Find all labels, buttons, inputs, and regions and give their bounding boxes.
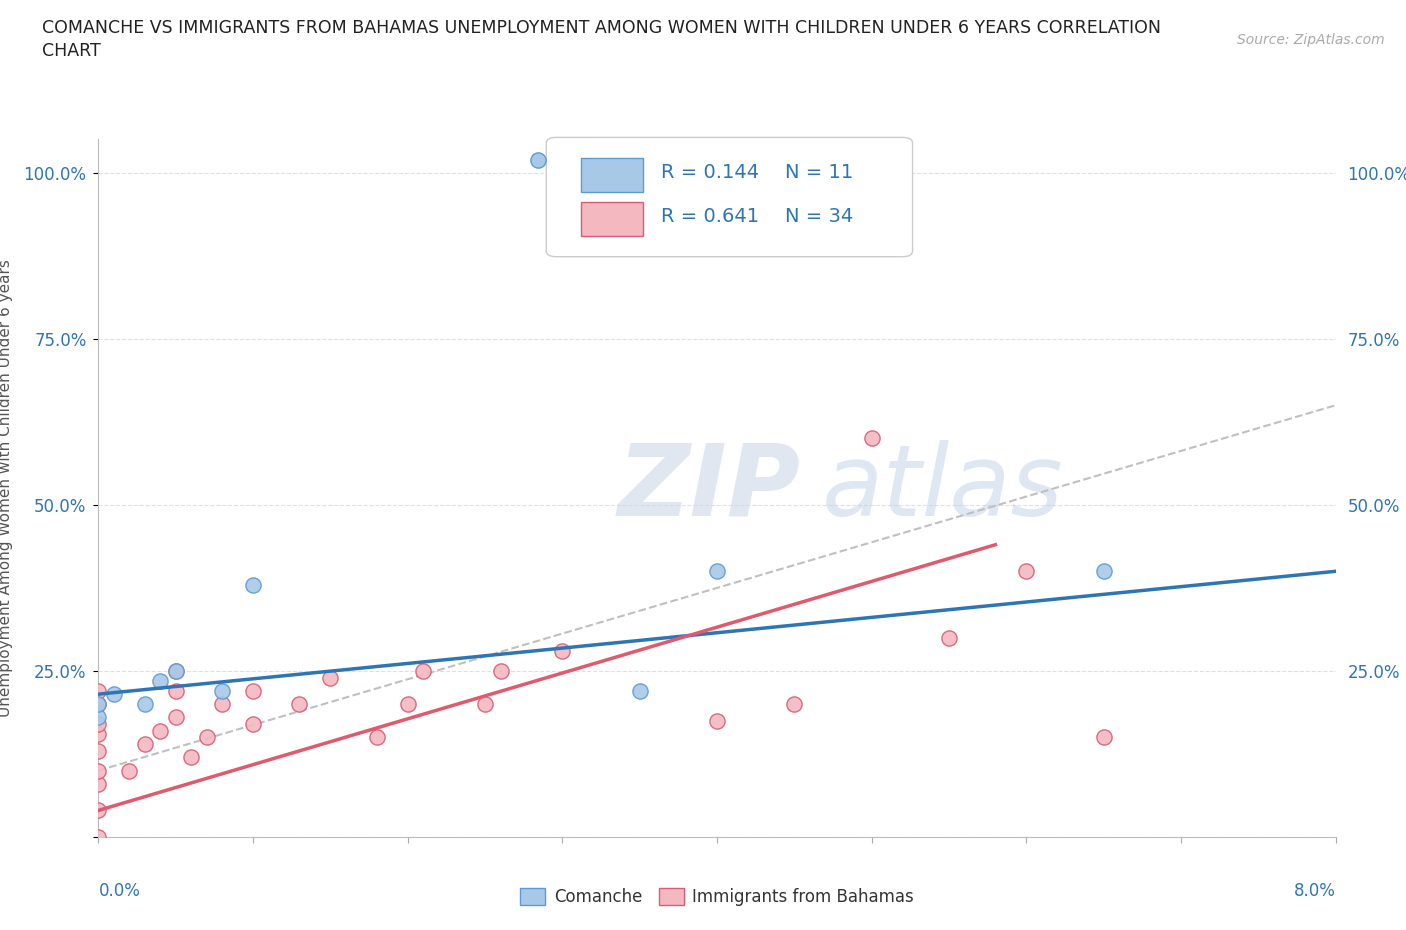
Point (1015, 564, 1038, 578)
Point (165, 663, 187, 678)
Text: R = 0.144: R = 0.144 (661, 164, 759, 182)
Point (118, 764, 141, 778)
Point (706, 713, 728, 728)
Point (195, 730, 218, 745)
Point (242, 717, 264, 732)
Bar (581, 203, 643, 236)
Point (628, 684, 651, 698)
Text: CHART: CHART (42, 42, 101, 60)
Point (165, 684, 187, 698)
Point (288, 697, 311, 711)
Text: 0.0%: 0.0% (98, 883, 141, 900)
Point (87, 830, 110, 844)
Point (87, 684, 110, 698)
Point (87, 743, 110, 758)
Point (366, 730, 388, 745)
Point (242, 578, 264, 592)
Point (87, 777, 110, 791)
Point (783, 697, 806, 711)
Point (412, 663, 434, 678)
Text: N = 34: N = 34 (785, 207, 853, 226)
Text: R = 0.641: R = 0.641 (661, 207, 759, 226)
Point (103, 686, 125, 701)
Point (87, 697, 110, 711)
Point (87, 697, 110, 711)
Point (319, 671, 342, 685)
Legend: Comanche, Immigrants from Bahamas: Comanche, Immigrants from Bahamas (513, 881, 921, 912)
Point (211, 684, 233, 698)
Point (87, 710, 110, 724)
Text: ZIP: ZIP (619, 440, 801, 537)
Point (149, 673, 172, 688)
Point (551, 644, 574, 658)
Point (1092, 564, 1115, 578)
Point (134, 737, 156, 751)
Point (87, 764, 110, 778)
Bar (581, 158, 643, 192)
Text: Source: ZipAtlas.com: Source: ZipAtlas.com (1237, 33, 1385, 46)
Point (149, 724, 172, 738)
Point (706, 564, 728, 578)
Point (1092, 730, 1115, 745)
Text: COMANCHE VS IMMIGRANTS FROM BAHAMAS UNEMPLOYMENT AMONG WOMEN WITH CHILDREN UNDER: COMANCHE VS IMMIGRANTS FROM BAHAMAS UNEM… (42, 19, 1161, 36)
Point (87, 726, 110, 741)
Point (489, 663, 512, 678)
Point (87, 803, 110, 817)
Point (860, 431, 883, 445)
Y-axis label: Unemployment Among Women with Children Under 6 years: Unemployment Among Women with Children U… (0, 259, 13, 717)
Point (180, 750, 202, 764)
Text: 8.0%: 8.0% (1294, 883, 1336, 900)
Point (938, 631, 960, 645)
Text: atlas: atlas (823, 440, 1064, 537)
Point (134, 697, 156, 711)
Point (211, 697, 233, 711)
Point (396, 697, 419, 711)
Point (474, 697, 496, 711)
Point (87, 717, 110, 732)
Text: N = 11: N = 11 (785, 164, 853, 182)
Point (165, 710, 187, 724)
Point (165, 663, 187, 678)
Point (242, 684, 264, 698)
FancyBboxPatch shape (547, 138, 912, 257)
